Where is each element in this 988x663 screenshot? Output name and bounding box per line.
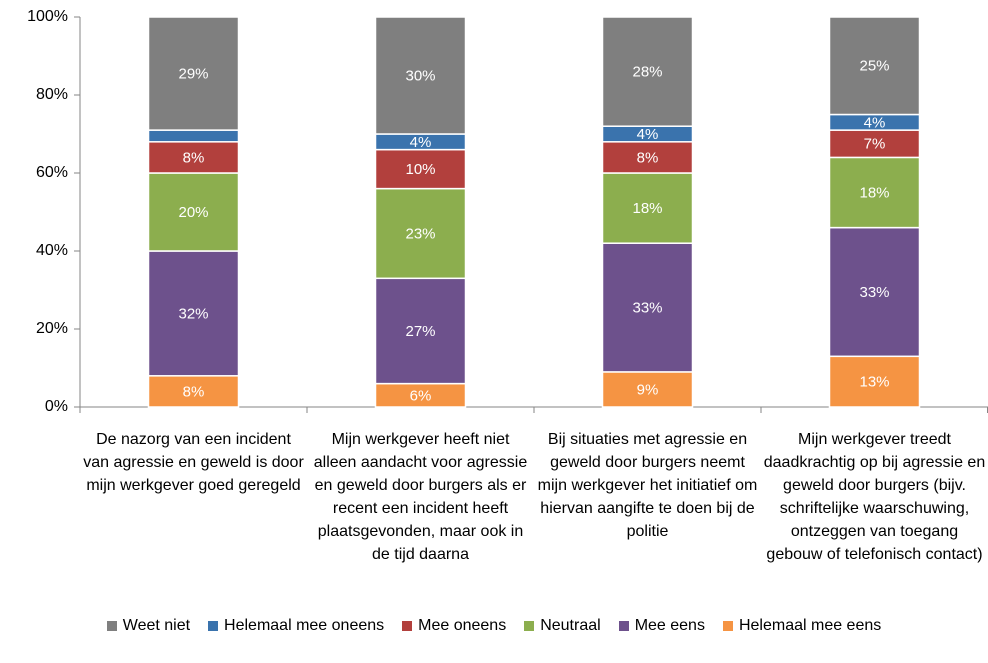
data-label: 18%: [632, 200, 662, 217]
data-label: 9%: [637, 381, 659, 398]
x-tick-label: Bij situaties met agressie en geweld doo…: [537, 431, 758, 540]
legend-item: Weet niet: [106, 617, 191, 635]
bar-segment: [374, 148, 467, 190]
x-tick-label: Mijn werkgever treedt daadkrachtig op bi…: [763, 431, 986, 563]
legend-item: Mee oneens: [402, 617, 506, 635]
data-label: 18%: [859, 184, 889, 201]
bar-segment: [828, 355, 921, 408]
y-tick-label: 0%: [45, 398, 68, 415]
data-label: 8%: [637, 149, 659, 166]
data-label: 8%: [183, 383, 205, 400]
bar-segment: [147, 375, 240, 408]
legend-swatch: [722, 621, 733, 631]
y-tick-label: 60%: [36, 164, 68, 181]
data-label: 25%: [859, 58, 889, 75]
legend-label: Weet niet: [122, 617, 191, 634]
legend-label: Helemaal mee oneens: [224, 617, 385, 634]
legend-item: Mee eens: [618, 617, 705, 635]
data-label: 28%: [632, 64, 662, 81]
bar-segment: [374, 16, 467, 135]
y-tick-label: 40%: [36, 242, 68, 259]
data-label: 8%: [183, 149, 205, 166]
bar-segment: [601, 16, 694, 127]
data-label: 4%: [637, 126, 659, 143]
legend-swatch: [524, 621, 535, 631]
bar-segment: [601, 141, 694, 174]
legend-item: Helemaal mee oneens: [208, 617, 384, 635]
data-label: 13%: [859, 374, 889, 391]
bar-segment: [147, 16, 240, 131]
bar-segment: [374, 187, 467, 280]
data-label: 23%: [405, 225, 435, 242]
data-label: 4%: [410, 134, 432, 151]
legend-label: Mee oneens: [418, 617, 507, 634]
legend-label: Mee eens: [634, 617, 705, 634]
bar-segment: [147, 250, 240, 377]
y-tick-label: 80%: [36, 86, 68, 103]
data-label: 7%: [864, 136, 886, 153]
legend-label: Neutraal: [540, 617, 601, 634]
data-label: 4%: [864, 114, 886, 131]
bar-segment: [601, 172, 694, 244]
bar-segment: [601, 242, 694, 373]
bar-segment: [828, 129, 921, 159]
data-label: 29%: [178, 66, 208, 83]
data-label: 10%: [405, 161, 435, 178]
data-label: 30%: [405, 67, 435, 84]
legend-item: Neutraal: [524, 617, 601, 635]
y-tick-label: 20%: [36, 320, 68, 337]
legend-swatch: [402, 621, 413, 631]
data-label: 32%: [178, 305, 208, 322]
data-label: 33%: [859, 284, 889, 301]
bar-segment: [828, 16, 921, 116]
data-label: 20%: [178, 204, 208, 221]
x-tick-label: Mijn werkgever heeft niet alleen aandach…: [313, 431, 528, 563]
data-label: 33%: [632, 300, 662, 317]
legend-item: Helemaal mee eens: [722, 617, 882, 635]
x-tick-label: De nazorg van een incident van agressie …: [83, 431, 304, 494]
y-tick-label: 100%: [27, 8, 68, 25]
legend-swatch: [106, 621, 117, 631]
data-label: 6%: [410, 387, 432, 404]
data-label: 27%: [405, 323, 435, 340]
legend-swatch: [208, 621, 219, 631]
bar-segment: [147, 129, 240, 143]
bar-segment: [374, 277, 467, 385]
legend-swatch: [618, 621, 629, 631]
legend: Weet niet Helemaal mee oneens Mee oneens Ne…: [0, 617, 988, 635]
legend-label: Helemaal mee eens: [738, 617, 882, 634]
